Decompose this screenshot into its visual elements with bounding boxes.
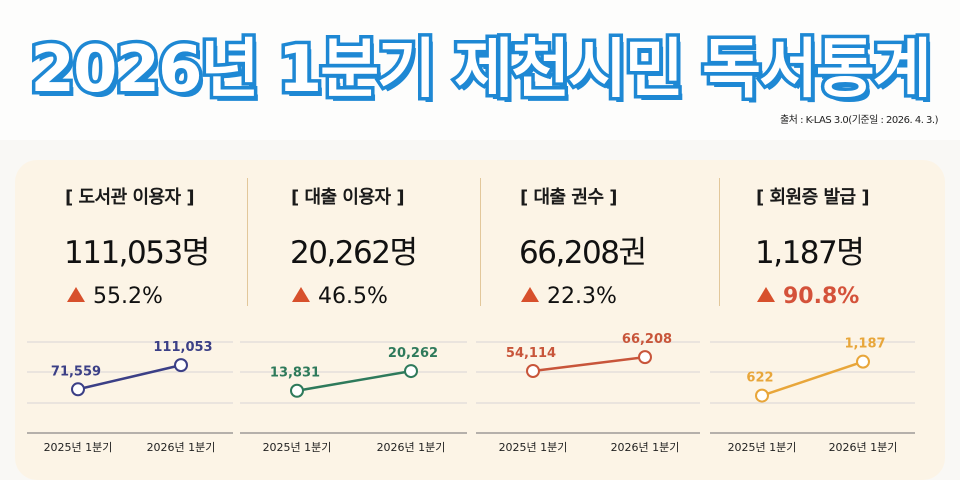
- x-tick-label: 2025년 1분기: [44, 441, 113, 454]
- data-label: 71,559: [51, 364, 101, 379]
- data-point: [526, 363, 540, 378]
- x-tick-label: 2025년 1분기: [728, 441, 797, 454]
- data-point: [638, 350, 652, 365]
- x-tick-label: 2026년 1분기: [611, 441, 680, 454]
- card-value: 20,262명: [290, 235, 418, 271]
- divider: [480, 178, 481, 306]
- stats-panel: [ 도서관 이용자 ] 111,053명 55.2% [ 대출 이용자 ] 20…: [15, 160, 945, 480]
- x-tick-label: 2026년 1분기: [829, 441, 898, 454]
- series-line: [761, 360, 864, 397]
- card-title: [ 도서관 이용자 ]: [65, 187, 195, 208]
- up-triangle-icon: [292, 287, 310, 302]
- card-title: [ 회원증 발급 ]: [756, 187, 870, 208]
- data-point: [856, 354, 870, 369]
- series-line: [296, 369, 412, 392]
- up-triangle-icon: [67, 287, 85, 302]
- card-value: 66,208권: [519, 235, 647, 271]
- divider: [247, 178, 248, 306]
- data-label: 66,208: [622, 332, 672, 347]
- x-tick-label: 2026년 1분기: [147, 441, 216, 454]
- up-triangle-icon: [757, 287, 775, 302]
- data-label: 13,831: [270, 366, 320, 381]
- data-label: 54,114: [506, 346, 556, 361]
- page-title: 2026년 1분기 제천시민 독서통계: [27, 30, 935, 111]
- card-library-users: [ 도서관 이용자 ] 111,053명 55.2%: [15, 160, 247, 460]
- card-value: 1,187명: [755, 235, 865, 271]
- data-label: 622: [746, 371, 773, 386]
- source-note: 출처 : K-LAS 3.0(기준일 : 2026. 4. 3.): [779, 115, 939, 126]
- data-label: 20,262: [388, 346, 438, 361]
- header: 2026년 1분기 제천시민 독서통계 출처 : K-LAS 3.0(기준일 :…: [0, 0, 960, 140]
- card-value: 111,053명: [64, 235, 210, 271]
- card-membership: [ 회원증 발급 ] 1,187명 90.8%: [720, 160, 945, 460]
- data-point: [404, 364, 418, 379]
- card-change: 22.3%: [521, 284, 617, 309]
- data-label: 111,053: [153, 340, 212, 355]
- card-loan-count: [ 대출 권수 ] 66,208권 22.3%: [481, 160, 713, 460]
- card-change: 55.2%: [67, 284, 163, 309]
- data-point: [290, 383, 304, 398]
- x-tick-label: 2026년 1분기: [377, 441, 446, 454]
- data-label: 1,187: [844, 337, 885, 352]
- data-point: [755, 388, 769, 403]
- up-triangle-icon: [521, 287, 539, 302]
- x-tick-label: 2025년 1분기: [263, 441, 332, 454]
- line-charts: 71,559 2025년 1분기 111,053 2026년 1분기 13,831 202…: [27, 332, 915, 454]
- divider: [719, 178, 720, 306]
- card-loan-users: [ 대출 이용자 ] 20,262명 46.5%: [248, 160, 480, 460]
- series-line: [532, 355, 646, 373]
- card-change: 46.5%: [292, 284, 388, 309]
- card-title: [ 대출 권수 ]: [520, 187, 618, 208]
- data-point: [174, 358, 188, 373]
- x-tick-label: 2025년 1분기: [499, 441, 568, 454]
- series-line: [77, 363, 182, 391]
- card-title: [ 대출 이용자 ]: [291, 187, 405, 208]
- card-change: 90.8%: [757, 284, 859, 309]
- data-point: [71, 382, 85, 397]
